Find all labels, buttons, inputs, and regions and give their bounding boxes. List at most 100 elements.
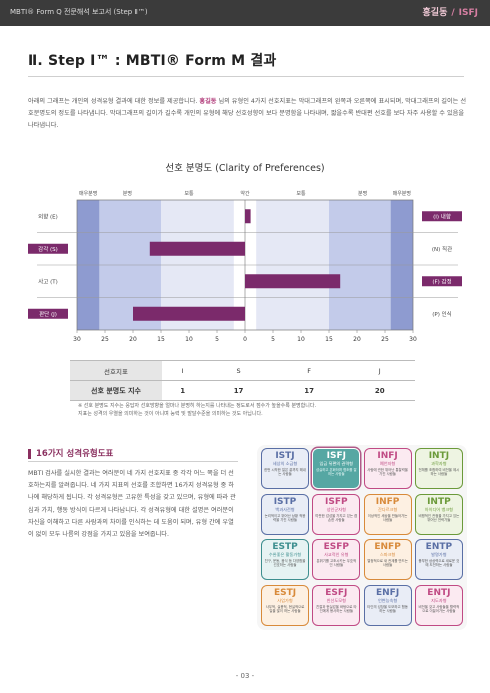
type-description: 비평적인 관점을 가지고 있는 뛰어난 전략가들 (418, 513, 460, 522)
types-section-title: 16가지 성격유형도표 (28, 447, 113, 459)
type-tile-istp: ISTP 백과사전형 논리적이고 뛰어난 상황 적응력을 가진 사람들 (261, 493, 309, 535)
type-description: 사람에 관한 뛰어난 통찰력을 가진 사람들 (367, 468, 408, 477)
score-header-preference: 선호지표 (70, 360, 162, 381)
type-tile-infj: INFJ 예언자형 사람에 관한 뛰어난 통찰력을 가진 사람들 (363, 448, 412, 489)
type-tile-enfp: ENFP 스파크형 열정적으로 새 관계를 만드는 사람들 (363, 539, 412, 580)
type-code: INFP (375, 496, 400, 507)
type-nickname: 아이디어 뱅크형 (424, 506, 454, 512)
types-divider (28, 461, 238, 462)
type-tile-infp: INFP 잔다르크형 이상적인 세상을 만들어가는 사람들 (363, 493, 412, 535)
preference-bar (133, 306, 245, 321)
type-nickname: 잔다르크형 (377, 506, 398, 512)
type-description: 이상적인 세상을 만들어가는 사람들 (367, 513, 408, 522)
title-marker (28, 448, 31, 459)
zone-label: 매우분명 (393, 190, 411, 197)
type-description: 논리적이고 뛰어난 상황 적응력을 가진 사람들 (264, 513, 306, 522)
zone-label: 보통 (296, 191, 306, 197)
score-cell: F (273, 360, 345, 381)
type-description: 따뜻한 감성을 가지고 있는 겸손한 사람들 (315, 513, 358, 522)
type-code: ENTP (425, 542, 453, 552)
type-description: 전체를 조합하여 비전을 제시하는 사람들 (418, 468, 460, 477)
note-line: 지표는 성격의 우열을 의미하는 것이 아니며 능력 및 발달수준을 의미하는 … (78, 411, 263, 417)
type-nickname: 세상의 소금형 (272, 461, 298, 466)
type-code: ENTJ (427, 587, 451, 598)
chart-notes: ※ 선호 분명도 지수는 응답자 선호방향을 얼마나 분명히 하는지를 나타내는… (78, 402, 438, 418)
type-description: 타인의 성장을 도모하고 협동하는 사람들 (367, 604, 408, 613)
type-code: ESFJ (325, 587, 348, 598)
type-tile-entj: ENTJ 지도자형 비전을 갖고 사람들을 활력적으로 이끌어가는 사람들 (414, 584, 463, 626)
type-code: ISTJ (275, 451, 295, 461)
pole-label-right: (I) 내향 (433, 212, 451, 220)
pole-label-right: (N) 직관 (432, 245, 452, 253)
type-description: 비전을 갖고 사람들을 활력적으로 이끌어가는 사람들 (418, 604, 460, 613)
type-description: 성실하고 온화하며 협조를 잘하는 사람들 (315, 468, 357, 477)
score-table: 선호지표 I S F J 선호 분명도 지수 1 17 17 20 (70, 360, 415, 401)
intro-text-2: 님의 유형인 4가지 선호지표는 막대그래프의 왼쪽과 오른쪽에 표시되며, 막… (28, 98, 467, 129)
score-cell: 1 (162, 380, 204, 401)
type-description: 열정적으로 새 관계를 만드는 사람들 (367, 559, 408, 568)
tick-label: 10 (185, 336, 193, 343)
type-tile-entp: ENTP 발명가형 풍부한 상상력으로 새로운 것에 도전하는 사람들 (414, 539, 463, 580)
title-divider (28, 76, 464, 77)
preference-bar (245, 209, 251, 224)
type-nickname: 과학자형 (431, 461, 447, 466)
type-tile-enfj: ENFJ 언변능숙형 타인의 성장을 도모하고 협동하는 사람들 (363, 584, 412, 626)
section-title: Ⅱ. Step Ⅰ™ : MBTI® Form M 결과 (28, 53, 277, 69)
type-code: INTP (427, 496, 451, 507)
score-cell: 20 (344, 380, 415, 401)
type-tile-isfj: ISFJ 임금 뒤편의 권력형 성실하고 온화하며 협조를 잘하는 사람들 (312, 448, 361, 489)
type-description: 사무적, 실용적, 현실적으로 일을 많이 하는 사람들 (265, 604, 305, 613)
intro-text-1: 아래의 그래프는 개인의 성격유형 결과에 대한 정보를 제공합니다. (28, 98, 198, 105)
type-nickname: 언변능숙형 (377, 597, 398, 603)
type-grid: ISTJ 세상의 소금형 한번 시작한 일은 끝까지 해내는 사람들 ISFJ 임금 뒤… (257, 445, 467, 630)
type-code: ENFP (374, 542, 401, 552)
preferred-label-bg (28, 308, 68, 319)
score-cell: I (162, 360, 204, 381)
intro-paragraph: 아래의 그래프는 개인의 성격유형 결과에 대한 정보를 제공합니다. 홍길동 … (28, 96, 468, 132)
tick-label: 5 (271, 336, 275, 343)
tick-label: 30 (409, 336, 417, 343)
tick-label: 20 (353, 336, 361, 343)
types-title-text: 16가지 성격유형도표 (36, 449, 114, 459)
tick-label: 0 (243, 336, 247, 343)
tick-label: 30 (73, 336, 81, 343)
pole-label-right: (F) 감정 (432, 278, 451, 285)
type-code: ESFP (323, 542, 349, 552)
user-name: 홍길동 (422, 8, 448, 18)
type-code: ISFJ (326, 451, 346, 461)
tick-label: 15 (157, 336, 165, 343)
doc-title: MBTI® Form Q 전문해석 보고서 (Step Ⅱ™) (10, 8, 148, 16)
zone-label: 약간 (240, 190, 250, 197)
type-description: 한번 시작한 일은 끝까지 해내는 사람들 (264, 468, 306, 477)
tick-label: 25 (381, 336, 389, 343)
tick-label: 25 (101, 336, 109, 343)
type-code: INFJ (377, 451, 398, 461)
type-nickname: 백과사전형 (275, 506, 295, 512)
type-tile-esfj: ESFJ 친선도모형 친절과 현실감을 바탕으로 타인에게 봉사하는 사람들 (312, 584, 361, 626)
tick-label: 15 (325, 336, 333, 343)
type-nickname: 성인군자형 (326, 506, 346, 512)
type-description: 친구, 운동, 음식 등 다양함을 선호하는 사람들 (264, 559, 306, 568)
chart-title: 선호 분명도 (Clarity of Preferences) (165, 163, 325, 174)
user-type: ISFJ (458, 8, 478, 18)
type-code: INTJ (428, 451, 450, 461)
user-info: 홍길동 / ISFJ (423, 5, 478, 18)
type-nickname: 발명가형 (431, 552, 447, 557)
pole-label-right: (P) 인식 (432, 310, 451, 318)
zone-label: 보통 (184, 191, 194, 197)
zone-label: 분명 (358, 190, 367, 197)
page-number: - 03 - (235, 672, 255, 680)
header-separator: / (451, 8, 455, 18)
score-header-clarity: 선호 분명도 지수 (70, 380, 162, 401)
pole-label-left: 사고 (T) (38, 277, 58, 285)
page-header: MBTI® Form Q 전문해석 보고서 (Step Ⅱ™) 홍길동 / ISFJ (0, 0, 490, 26)
pole-label-left: 외향 (E) (38, 212, 58, 220)
type-tile-estj: ESTJ 사업가형 사무적, 실용적, 현실적으로 일을 많이 하는 사람들 (261, 584, 309, 626)
score-cell: S (203, 360, 274, 381)
score-cell: 17 (273, 380, 345, 401)
tick-label: 5 (215, 336, 219, 343)
type-nickname: 사교적인 유형 (324, 552, 349, 557)
type-code: ISTP (273, 496, 297, 507)
